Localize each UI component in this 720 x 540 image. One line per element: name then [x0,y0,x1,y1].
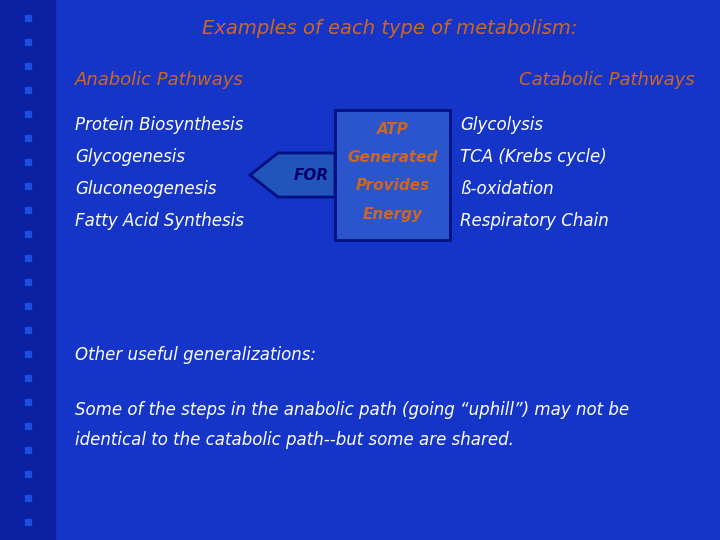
Text: ATP: ATP [377,123,408,138]
Text: Glycogenesis: Glycogenesis [75,148,185,166]
Bar [24,111,30,117]
Text: FOR: FOR [294,167,329,183]
Polygon shape [250,153,335,197]
Bar [24,183,30,189]
Bar [24,303,30,309]
Bar [24,159,30,165]
Bar [24,15,30,21]
Bar [24,63,30,69]
Text: Some of the steps in the anabolic path (going “uphill”) may not be: Some of the steps in the anabolic path (… [75,401,629,419]
Bar [24,423,30,429]
Bar [24,399,30,405]
Bar [24,471,30,477]
Bar [24,327,30,333]
Bar [24,447,30,453]
Text: Fatty Acid Synthesis: Fatty Acid Synthesis [75,212,244,230]
Text: Energy: Energy [362,206,423,221]
Text: Gluconeogenesis: Gluconeogenesis [75,180,217,198]
Text: Respiratory Chain: Respiratory Chain [460,212,608,230]
Text: Protein Biosynthesis: Protein Biosynthesis [75,116,243,134]
Text: ß-oxidation: ß-oxidation [460,180,554,198]
Bar [0,0,55,540]
Bar [24,375,30,381]
Text: Provides: Provides [356,179,430,193]
Bar [24,135,30,141]
Text: Examples of each type of metabolism:: Examples of each type of metabolism: [202,18,577,37]
Text: Other useful generalizations:: Other useful generalizations: [75,346,316,364]
Text: Anabolic Pathways: Anabolic Pathways [75,71,244,89]
Bar [335,110,450,240]
Bar [24,231,30,237]
Bar [24,279,30,285]
Bar [24,495,30,501]
Text: Generated: Generated [347,151,438,165]
Text: Catabolic Pathways: Catabolic Pathways [519,71,695,89]
Bar [24,207,30,213]
Text: TCA (Krebs cycle): TCA (Krebs cycle) [460,148,607,166]
Bar [24,87,30,93]
Bar [24,39,30,45]
Bar [24,255,30,261]
Text: Glycolysis: Glycolysis [460,116,543,134]
Bar [24,351,30,357]
Text: identical to the catabolic path--but some are shared.: identical to the catabolic path--but som… [75,431,514,449]
Bar [24,519,30,525]
